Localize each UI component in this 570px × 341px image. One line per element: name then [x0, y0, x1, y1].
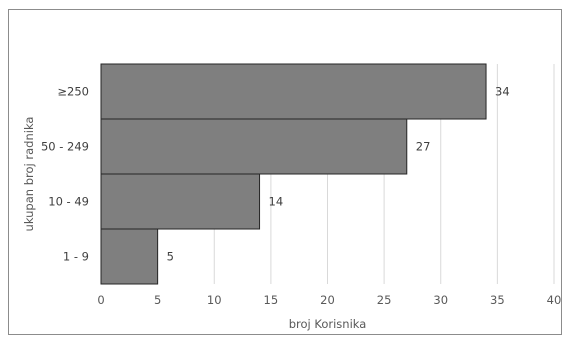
category-label: 1 - 9 [63, 250, 89, 264]
x-tick-label: 25 [377, 293, 392, 307]
data-label: 14 [269, 195, 284, 209]
x-tick-label: 10 [207, 293, 222, 307]
category-label: ≥250 [57, 85, 89, 99]
category-label: 10 - 49 [48, 195, 89, 209]
x-tick-label: 40 [547, 293, 562, 307]
data-label: 27 [416, 140, 431, 154]
x-tick-label: 15 [264, 293, 279, 307]
x-tick-label: 20 [320, 293, 335, 307]
bar [100, 173, 261, 230]
x-axis-title: broj Korisnika [289, 317, 367, 331]
y-axis-title: ukupan broj radnika [22, 117, 36, 232]
bar [100, 118, 408, 175]
x-tick-label: 30 [433, 293, 448, 307]
x-tick-label: 35 [490, 293, 505, 307]
x-tick-label: 5 [154, 293, 161, 307]
bar [100, 228, 159, 285]
data-label: 5 [167, 250, 174, 264]
category-label: 50 - 249 [41, 140, 89, 154]
bar [100, 63, 487, 120]
data-labels: 34 27 14 5 [167, 85, 510, 264]
x-axis-ticks: 0 5 10 15 20 25 30 35 40 [97, 293, 561, 307]
x-tick-label: 0 [97, 293, 104, 307]
data-label: 34 [495, 85, 510, 99]
bars [100, 63, 487, 285]
y-axis-categories: ≥250 50 - 249 10 - 49 1 - 9 [41, 85, 89, 264]
